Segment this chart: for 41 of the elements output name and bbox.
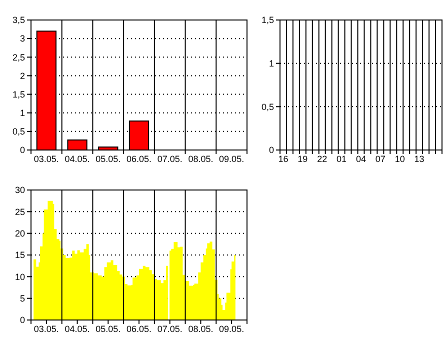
y-tick-label: 1 [20, 108, 25, 118]
x-tick-label: 10 [394, 154, 405, 164]
x-tick-label: 09.05. [219, 154, 244, 164]
x-tick-label: 04.05. [64, 154, 90, 164]
x-tick-label: 03.05. [34, 324, 59, 334]
x-tick-label: 04 [356, 154, 366, 164]
x-tick-label: 04.05. [64, 324, 90, 334]
x-tick-label: 07.05. [157, 324, 182, 334]
x-tick-label: 07 [375, 154, 386, 164]
y-tick-label: 25 [14, 206, 25, 217]
y-tick-label: 0,5 [261, 102, 274, 112]
y-tick-label: 0 [268, 145, 274, 156]
x-tick-label: 16 [278, 154, 288, 164]
y-tick-label: 1 [268, 58, 274, 68]
x-tick-label: 05.05. [96, 324, 121, 334]
x-tick-label: 09.05. [219, 324, 244, 334]
y-tick-label: 10 [14, 272, 25, 282]
x-tick-label: 03.05. [34, 154, 59, 164]
y-tick-label: 3,5 [12, 15, 25, 26]
x-tick-label: 22 [317, 154, 328, 164]
x-tick-label: 01 [336, 154, 347, 164]
x-tick-label: 08.05. [188, 154, 214, 164]
y-tick-label: 0 [20, 145, 25, 156]
y-tick-label: 5 [20, 293, 25, 304]
x-tick-label: 05.05. [96, 154, 121, 164]
x-tick-label: 08.05. [188, 324, 214, 334]
y-tick-label: 1,5 [261, 15, 274, 26]
y-tick-label: 1,5 [12, 89, 25, 100]
y-tick-label: 20 [14, 228, 25, 238]
y-tick-label: 2,5 [12, 52, 25, 62]
y-tick-label: 3 [20, 34, 25, 44]
x-tick-label: 19 [298, 154, 308, 164]
y-tick-label: 30 [14, 185, 25, 196]
x-tick-label: 13 [414, 154, 424, 164]
x-tick-label: 07.05. [157, 154, 182, 164]
y-tick-label: 0 [20, 315, 25, 326]
y-tick-label: 2 [20, 70, 25, 81]
y-tick-label: 0,5 [12, 126, 25, 137]
y-tick-label: 15 [14, 250, 25, 260]
x-tick-label: 06.05. [126, 154, 152, 164]
x-tick-label: 06.05. [126, 324, 152, 334]
